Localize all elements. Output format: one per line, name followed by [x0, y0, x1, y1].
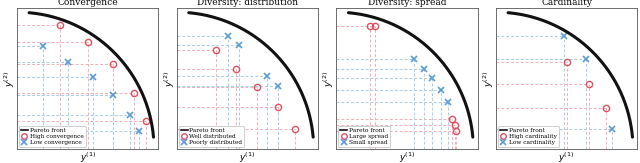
- Y-axis label: $y^{(2)}$: $y^{(2)}$: [163, 70, 177, 87]
- Legend: Pareto front, Well distributed, Poorly distributed: Pareto front, Well distributed, Poorly d…: [179, 126, 244, 147]
- Title: Convergence: Convergence: [58, 0, 118, 7]
- Legend: Pareto front, High convergence, Low convergence: Pareto front, High convergence, Low conv…: [19, 126, 86, 147]
- X-axis label: $y^{(1)}$: $y^{(1)}$: [79, 150, 96, 163]
- Title: Diversity: spread: Diversity: spread: [368, 0, 446, 7]
- X-axis label: $y^{(1)}$: $y^{(1)}$: [239, 150, 255, 163]
- Title: Diversity: distribution: Diversity: distribution: [197, 0, 298, 7]
- Title: Cardinality: Cardinality: [541, 0, 592, 7]
- Y-axis label: $y^{(2)}$: $y^{(2)}$: [3, 70, 17, 87]
- Y-axis label: $y^{(2)}$: $y^{(2)}$: [482, 70, 496, 87]
- X-axis label: $y^{(1)}$: $y^{(1)}$: [559, 150, 575, 163]
- Legend: Pareto front, High cardinality, Low cardinality: Pareto front, High cardinality, Low card…: [498, 126, 559, 147]
- Legend: Pareto front, Large spread, Small spread: Pareto front, Large spread, Small spread: [338, 126, 390, 147]
- X-axis label: $y^{(1)}$: $y^{(1)}$: [399, 150, 415, 163]
- Y-axis label: $y^{(2)}$: $y^{(2)}$: [322, 70, 337, 87]
